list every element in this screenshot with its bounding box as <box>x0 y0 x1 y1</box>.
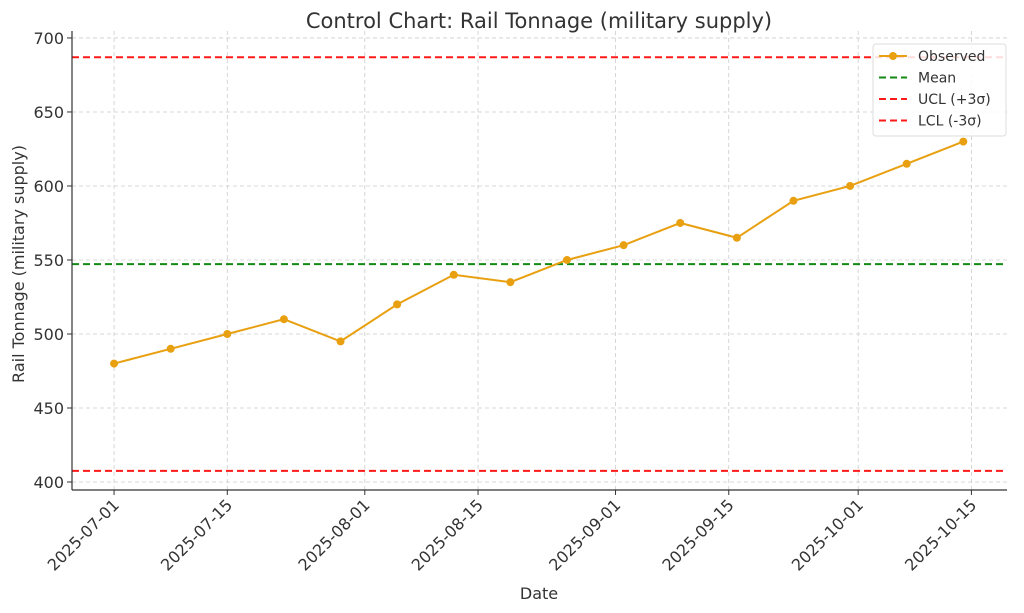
legend-box <box>872 43 1007 137</box>
reference-lines <box>72 56 1007 472</box>
y-tick-label: 700 <box>33 29 64 48</box>
y-tick-label: 400 <box>33 473 64 492</box>
x-tick-label: 2025-09-01 <box>545 495 624 574</box>
y-axis-label: Rail Tonnage (military supply) <box>9 145 28 383</box>
data-point <box>166 344 175 353</box>
legend-marker <box>889 52 897 60</box>
data-point <box>506 278 515 287</box>
data-point <box>563 255 571 264</box>
y-tick-label: 450 <box>33 399 64 418</box>
data-point <box>676 218 685 227</box>
observed-line <box>113 140 964 365</box>
grid <box>72 31 1007 490</box>
x-tick-label: 2025-07-01 <box>44 495 123 574</box>
data-point <box>110 359 119 368</box>
data-point <box>336 337 345 346</box>
x-tick-label: 2025-10-15 <box>901 495 980 574</box>
data-point <box>902 159 911 168</box>
data-point <box>223 329 232 338</box>
data-point <box>789 196 798 205</box>
data-point <box>732 233 741 242</box>
y-tick-label: 550 <box>33 251 64 270</box>
chart-title: Control Chart: Rail Tonnage (military su… <box>306 9 772 33</box>
data-point <box>393 300 402 309</box>
data-point <box>959 137 968 146</box>
legend: Observed Mean UCL (+3σ) LCL (-3σ) <box>872 43 1007 137</box>
legend-label: Observed <box>918 49 985 65</box>
x-tick-label: 2025-07-15 <box>157 495 236 574</box>
x-tick-label: 2025-08-01 <box>294 495 373 574</box>
observed-series <box>110 137 968 368</box>
data-point <box>846 181 855 190</box>
y-tick-label: 600 <box>33 177 64 196</box>
x-tick-label: 2025-08-15 <box>408 495 487 574</box>
data-point <box>279 315 288 324</box>
y-tick-label: 650 <box>33 103 64 122</box>
legend-label: Mean <box>918 71 956 87</box>
legend-label: LCL (-3σ) <box>918 114 982 130</box>
y-tick-label: 500 <box>33 325 64 344</box>
x-tick-label: 2025-10-01 <box>788 495 867 574</box>
legend-label: UCL (+3σ) <box>918 92 991 108</box>
x-axis-label: Date <box>520 584 558 603</box>
data-point <box>449 270 458 279</box>
x-tick-label: 2025-09-15 <box>658 495 737 574</box>
axes: 400 450 500 550 600 650 700 2025-07-01 2025-07-1… <box>33 29 1007 575</box>
data-point <box>619 241 628 250</box>
